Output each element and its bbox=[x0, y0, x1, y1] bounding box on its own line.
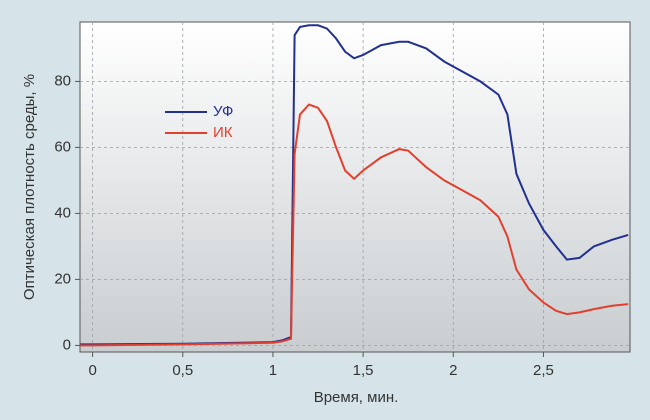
x-tick-label: 2,5 bbox=[533, 362, 554, 379]
data-line bbox=[80, 103, 629, 347]
y-tick-label: 20 bbox=[54, 270, 71, 287]
y-tick-label: 60 bbox=[54, 138, 71, 155]
x-tick-label: 2 bbox=[449, 362, 457, 379]
x-axis-label: Время, мин. bbox=[314, 389, 399, 406]
y-tick-label: 40 bbox=[54, 204, 71, 221]
x-tick-label: 1,5 bbox=[353, 362, 374, 379]
x-tick-label: 0 bbox=[88, 362, 96, 379]
y-axis-label: Оптическая плотность среды, % bbox=[21, 74, 38, 300]
plot-area bbox=[79, 21, 631, 353]
y-tick-label: 80 bbox=[54, 72, 71, 89]
x-tick-label: 0,5 bbox=[172, 362, 193, 379]
x-tick-label: 1 bbox=[269, 362, 277, 379]
legend-label: ИК bbox=[213, 124, 233, 141]
legend-label: УФ bbox=[213, 103, 233, 120]
y-tick-label: 0 bbox=[63, 336, 71, 353]
